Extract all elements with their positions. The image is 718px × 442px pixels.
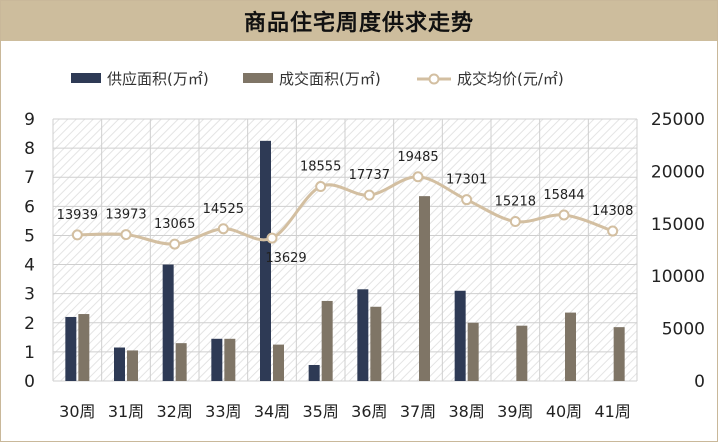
legend-swatch-price-marker — [428, 73, 440, 85]
supply-bar — [211, 338, 223, 381]
x-category-label: 41周 — [594, 402, 630, 421]
axis-ticks: 0 1 2 3 4 5 6 7 8 9 0 5000 10000 15000 20000 25000 30周 31… — [24, 110, 705, 421]
price-point — [217, 223, 229, 235]
deal-bar — [565, 312, 576, 381]
price-data-label: 19485 — [397, 150, 438, 165]
price-point — [509, 216, 521, 228]
supply-bar — [162, 264, 174, 381]
legend-label-price: 成交均价(元/㎡) — [457, 70, 564, 88]
deal-bar — [321, 300, 333, 381]
bars — [65, 140, 625, 381]
deal-bar — [127, 350, 138, 381]
legend-label-supply: 供应面积(万㎡) — [107, 70, 209, 88]
deal-bar — [613, 327, 625, 381]
deal-bar — [175, 343, 187, 381]
supply-bar — [308, 364, 320, 381]
price-data-label: 14525 — [203, 202, 244, 217]
x-category-label: 38周 — [448, 402, 484, 421]
y-right-tick-label: 10000 — [651, 267, 705, 287]
legend-label-deal: 成交面积(万㎡) — [279, 70, 381, 88]
price-point — [558, 209, 570, 221]
x-category-label: 37周 — [400, 402, 436, 421]
price-point — [412, 171, 424, 183]
price-point — [120, 229, 132, 241]
price-data-label: 17737 — [349, 168, 390, 183]
price-point — [169, 238, 181, 250]
title-bar: 商品住宅周度供求走势 — [1, 1, 717, 41]
price-data-label: 17301 — [446, 173, 487, 188]
price-data-label: 13065 — [154, 217, 195, 232]
chart-svg: 供应面积(万㎡) 成交面积(万㎡) 成交均价(元/㎡) 13939 139731306… — [24, 70, 705, 421]
supply-bar — [454, 290, 466, 381]
legend: 供应面积(万㎡) 成交面积(万㎡) 成交均价(元/㎡) — [71, 70, 564, 88]
price-data-label: 13973 — [105, 208, 146, 223]
y-left-tick-label: 8 — [24, 139, 35, 159]
x-category-label: 32周 — [156, 402, 192, 421]
y-left-tick-label: 1 — [24, 343, 35, 363]
supply-bar — [65, 316, 77, 381]
price-data-label: 15844 — [543, 188, 584, 203]
x-category-label: 39周 — [497, 402, 533, 421]
y-right-tick-label: 25000 — [651, 110, 705, 130]
price-point — [461, 194, 473, 206]
price-data-label: 13629 — [265, 251, 306, 266]
deal-bar — [370, 306, 382, 381]
x-category-label: 35周 — [302, 402, 338, 421]
deal-bar — [273, 344, 284, 381]
y-left-tick-label: 4 — [24, 256, 35, 276]
y-right-tick-label: 5000 — [662, 320, 705, 340]
price-line: 13939 13973 13065 14525 13629 18555 17737 19485… — [57, 150, 634, 266]
legend-swatch-deal — [243, 73, 273, 83]
y-left-tick-label: 7 — [24, 168, 35, 188]
price-point — [71, 229, 83, 241]
y-right-tick-label: 15000 — [651, 215, 705, 235]
deal-bar — [419, 196, 430, 381]
price-point — [266, 232, 278, 244]
supply-bar — [114, 347, 125, 381]
y-left-tick-label: 5 — [24, 226, 35, 246]
supply-bar — [357, 289, 369, 381]
price-data-label: 13939 — [57, 208, 98, 223]
price-data-label: 14308 — [592, 204, 633, 219]
price-point — [315, 181, 327, 193]
y-left-tick-label: 9 — [24, 110, 35, 130]
price-point — [363, 189, 375, 201]
price-data-label: 18555 — [300, 160, 341, 175]
y-left-tick-label: 3 — [24, 285, 35, 305]
x-category-label: 36周 — [351, 402, 387, 421]
x-category-label: 33周 — [205, 402, 241, 421]
deal-bar — [516, 325, 528, 381]
y-right-tick-label: 0 — [694, 372, 705, 392]
x-category-label: 31周 — [108, 402, 144, 421]
grid — [52, 118, 638, 382]
deal-bar — [467, 322, 479, 381]
y-left-tick-label: 6 — [24, 197, 35, 217]
deal-bar — [78, 314, 90, 381]
price-data-label: 15218 — [495, 195, 536, 210]
deal-bar — [224, 338, 236, 381]
y-left-tick-label: 2 — [24, 314, 35, 334]
legend-swatch-supply — [71, 73, 101, 83]
y-right-tick-label: 20000 — [651, 162, 705, 182]
x-category-label: 34周 — [254, 402, 290, 421]
supply-bar — [260, 140, 271, 381]
x-category-label: 30周 — [59, 402, 95, 421]
price-point — [607, 225, 619, 237]
chart-title: 商品住宅周度供求走势 — [243, 11, 474, 36]
x-category-label: 40周 — [546, 402, 582, 421]
y-left-tick-label: 0 — [24, 372, 35, 392]
